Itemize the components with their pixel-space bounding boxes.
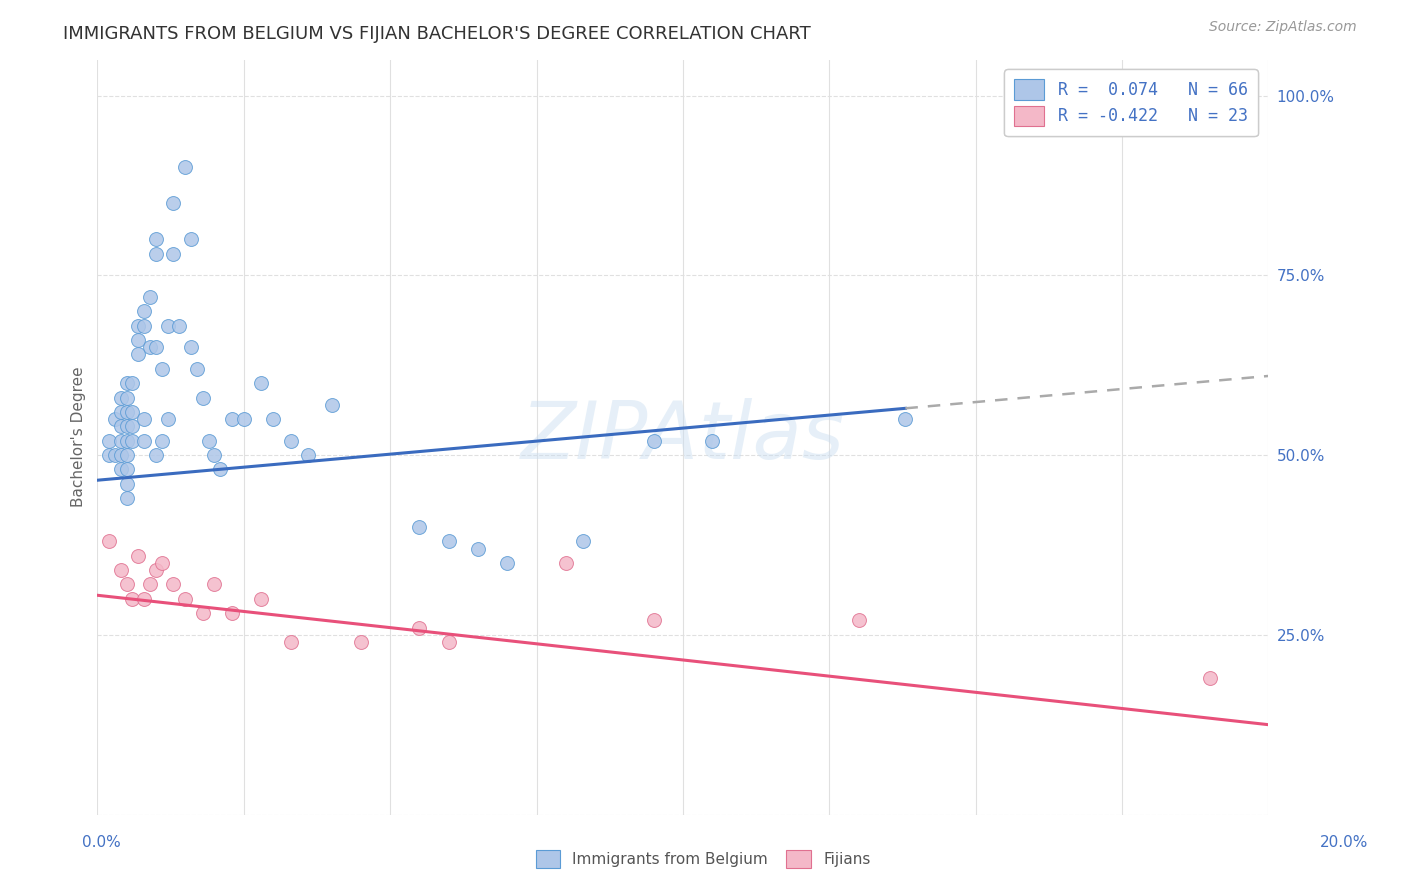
Point xyxy=(162,246,184,260)
Point xyxy=(162,577,184,591)
Point xyxy=(110,434,132,448)
Point xyxy=(437,635,460,649)
Point xyxy=(174,161,197,175)
Point xyxy=(127,549,149,563)
Point xyxy=(174,591,197,606)
Legend: R =  0.074   N = 66, R = -0.422   N = 23: R = 0.074 N = 66, R = -0.422 N = 23 xyxy=(1004,70,1258,136)
Text: 0.0%: 0.0% xyxy=(82,836,121,850)
Point xyxy=(134,304,156,318)
Point xyxy=(221,606,243,620)
Point xyxy=(197,434,219,448)
Point xyxy=(702,434,724,448)
Point xyxy=(115,376,138,391)
Point xyxy=(250,376,273,391)
Point xyxy=(848,614,870,628)
Point xyxy=(180,340,202,354)
Point xyxy=(115,391,138,405)
Point xyxy=(145,448,167,462)
Point xyxy=(121,405,143,419)
Point xyxy=(127,333,149,347)
Point xyxy=(437,534,460,549)
Text: IMMIGRANTS FROM BELGIUM VS FIJIAN BACHELOR'S DEGREE CORRELATION CHART: IMMIGRANTS FROM BELGIUM VS FIJIAN BACHEL… xyxy=(63,25,811,43)
Point xyxy=(572,534,595,549)
Point xyxy=(156,318,179,333)
Point xyxy=(139,340,162,354)
Point xyxy=(554,556,576,570)
Point xyxy=(115,491,138,506)
Point xyxy=(150,556,173,570)
Point xyxy=(191,391,214,405)
Point xyxy=(169,318,191,333)
Point xyxy=(1199,671,1222,685)
Point xyxy=(643,614,665,628)
Point xyxy=(115,448,138,462)
Y-axis label: Bachelor's Degree: Bachelor's Degree xyxy=(72,367,86,508)
Point xyxy=(98,434,121,448)
Point xyxy=(110,391,132,405)
Point xyxy=(408,520,430,534)
Point xyxy=(110,448,132,462)
Point xyxy=(408,621,430,635)
Point xyxy=(156,412,179,426)
Legend: Immigrants from Belgium, Fijians: Immigrants from Belgium, Fijians xyxy=(530,844,876,873)
Text: ZIPAtlas: ZIPAtlas xyxy=(522,398,845,476)
Point xyxy=(280,434,302,448)
Point xyxy=(98,448,121,462)
Point xyxy=(121,434,143,448)
Point xyxy=(496,556,519,570)
Point xyxy=(115,405,138,419)
Point xyxy=(250,591,273,606)
Point xyxy=(297,448,319,462)
Point xyxy=(162,196,184,211)
Point xyxy=(204,448,226,462)
Point xyxy=(110,419,132,434)
Point xyxy=(115,462,138,476)
Point xyxy=(321,398,343,412)
Point xyxy=(894,412,917,426)
Point xyxy=(115,577,138,591)
Point xyxy=(104,412,127,426)
Point xyxy=(139,290,162,304)
Point xyxy=(134,412,156,426)
Point xyxy=(221,412,243,426)
Point xyxy=(145,563,167,577)
Point xyxy=(121,591,143,606)
Point xyxy=(139,577,162,591)
Point xyxy=(204,577,226,591)
Point xyxy=(145,340,167,354)
Point xyxy=(150,434,173,448)
Point xyxy=(110,405,132,419)
Text: 20.0%: 20.0% xyxy=(1320,836,1368,850)
Point xyxy=(262,412,284,426)
Point xyxy=(209,462,232,476)
Point xyxy=(110,462,132,476)
Point xyxy=(127,318,149,333)
Text: Source: ZipAtlas.com: Source: ZipAtlas.com xyxy=(1209,20,1357,34)
Point xyxy=(350,635,373,649)
Point xyxy=(115,419,138,434)
Point xyxy=(186,361,208,376)
Point xyxy=(134,434,156,448)
Point xyxy=(280,635,302,649)
Point xyxy=(127,347,149,361)
Point xyxy=(643,434,665,448)
Point xyxy=(232,412,254,426)
Point xyxy=(150,361,173,376)
Point xyxy=(115,434,138,448)
Point xyxy=(467,541,489,556)
Point xyxy=(134,591,156,606)
Point xyxy=(134,318,156,333)
Point xyxy=(191,606,214,620)
Point xyxy=(110,563,132,577)
Point xyxy=(121,419,143,434)
Point xyxy=(98,534,121,549)
Point xyxy=(115,476,138,491)
Point xyxy=(180,232,202,246)
Point xyxy=(145,246,167,260)
Point xyxy=(104,448,127,462)
Point xyxy=(145,232,167,246)
Point xyxy=(121,376,143,391)
